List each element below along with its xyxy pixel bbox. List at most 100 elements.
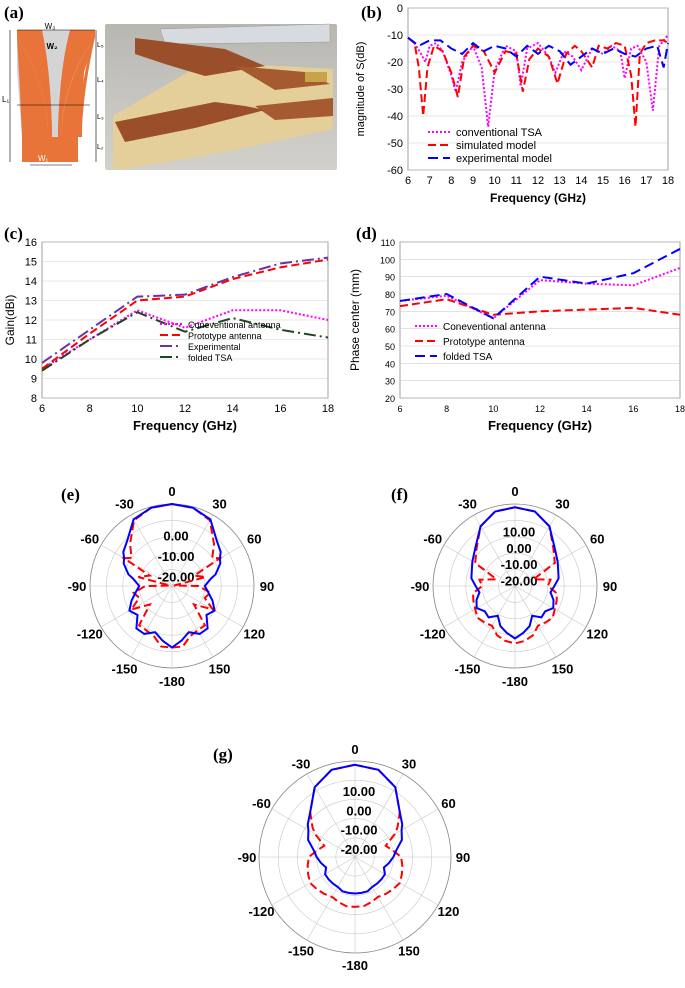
series-line-coneventional-antenna: [399, 267, 681, 320]
polar-spoke: [171, 585, 214, 658]
polar-angle-label: 60: [441, 796, 455, 811]
polar-angle-label: 0: [511, 484, 518, 499]
x-tick-label: 16: [619, 175, 631, 187]
polar-angle-label: 30: [402, 756, 416, 771]
polar-angle-label: -150: [454, 661, 480, 676]
series-line-conventional-tsa: [407, 34, 669, 127]
series-line-folded-tsa: [41, 311, 329, 372]
polar-ring-label: 10.00: [343, 784, 376, 799]
legend-label: Prototype antenna: [188, 331, 262, 341]
dim-l5: L₅: [97, 42, 104, 49]
y-tick-label: 11: [26, 335, 37, 347]
x-tick-label: 14: [575, 175, 587, 187]
copper-left-body: [17, 37, 78, 162]
phase-center-chart: 20 30 40 50 60 70 80 90 100 110 6 8 10 12 14 16 18 Freque…: [348, 238, 685, 433]
x-tick-label: 16: [628, 404, 638, 414]
series-line-folded-tsa: [399, 248, 681, 320]
x-tick-label: 15: [597, 175, 609, 187]
polar-angle-label: 150: [552, 661, 574, 676]
y-tick-label: 60: [385, 325, 395, 335]
polar-angle-label: 30: [212, 497, 226, 512]
panel-label-f: (f): [391, 485, 408, 504]
y-axis-label: Gain(dBi): [3, 295, 17, 346]
polar-ring-label: -20.00: [158, 570, 195, 585]
polar-ring-label: -10.00: [158, 549, 195, 564]
x-tick-label: 18: [675, 404, 685, 414]
polar-angle-label: -90: [411, 579, 430, 594]
x-tick-label: 8: [87, 403, 93, 415]
polar-spoke: [473, 585, 516, 658]
x-tick-label: 14: [582, 404, 592, 414]
x-tick-label: 10: [489, 175, 501, 187]
x-tick-label: 18: [662, 175, 674, 187]
polar-angle-label: 30: [555, 497, 569, 512]
polar-angle-label: -180: [342, 958, 368, 973]
x-tick-label: 13: [554, 175, 566, 187]
x-tick-label: 9: [470, 175, 476, 187]
polar-spoke: [171, 514, 214, 587]
panel-label-e: (e): [61, 485, 80, 504]
pattern-simulated: [471, 506, 559, 645]
polar-ring-label: 0.00: [506, 541, 531, 556]
polar-angle-label: -120: [248, 904, 274, 919]
copper-bottom-right: [255, 98, 333, 120]
copper-right-flare: [58, 30, 95, 137]
sma-connector: [305, 72, 327, 82]
polar-ring-label: 0.00: [346, 803, 371, 818]
panel-label-g: (g): [213, 745, 233, 764]
polar-angle-label: -120: [77, 627, 103, 642]
polar-angle-label: -90: [238, 850, 257, 865]
copper-top-right: [235, 66, 330, 90]
polar-ring-label: -10.00: [501, 557, 538, 572]
polar-angle-label: 120: [586, 627, 608, 642]
panel-label-b: (b): [361, 3, 382, 22]
pattern-measured: [122, 502, 222, 649]
y-tick-label: -60: [387, 165, 403, 177]
polar-spoke: [130, 585, 173, 658]
dim-l2: L₂: [97, 144, 104, 151]
x-tick-label: 7: [427, 175, 433, 187]
radiation-pattern-f: 0 30 60 90 120 150 -180 -150 -120 -90 -60 -30 10.00 0…: [411, 484, 618, 689]
polar-ring-label: 10.00: [503, 524, 536, 539]
y-tick-label: 110: [381, 238, 395, 248]
pattern-measured: [470, 506, 560, 640]
dim-w1: W₁: [38, 154, 49, 163]
y-tick-label: -20: [387, 57, 403, 69]
y-tick-label: 40: [385, 359, 395, 369]
x-tick-label: 6: [39, 403, 45, 415]
x-tick-label: 14: [227, 403, 239, 415]
legend-label: simulated model: [456, 140, 536, 152]
polar-spoke: [271, 808, 356, 858]
polar-spoke: [514, 585, 587, 628]
y-tick-label: -50: [387, 138, 403, 150]
polar-angle-label: 0: [351, 742, 358, 757]
polar-ring-label: 0.00: [163, 529, 188, 544]
polar-angle-label: 90: [603, 579, 617, 594]
series-line-coneventional-antenna: [41, 309, 329, 370]
polar-angle-label: -90: [68, 579, 87, 594]
antenna-schematic: W₃ W₂ W₁ L₁ L₅ L₄ L₃ L₂: [2, 22, 104, 166]
y-tick-label: 30: [385, 377, 395, 387]
polar-angle-label: 120: [243, 627, 265, 642]
polar-angle-label: -60: [423, 532, 442, 547]
y-tick-label: 8: [31, 393, 37, 405]
x-tick-label: 12: [532, 175, 544, 187]
polar-angle-label: -180: [159, 674, 185, 689]
polar-ring-label: -10.00: [341, 823, 378, 838]
x-tick-label: 10: [488, 404, 498, 414]
pattern-simulated: [306, 763, 404, 908]
x-tick-label: 17: [640, 175, 652, 187]
series-line-experimental-model: [407, 36, 669, 68]
y-tick-label: 16: [25, 237, 37, 249]
dim-l4: L₄: [97, 77, 104, 84]
polar-angle-label: 150: [209, 661, 231, 676]
y-axis-label: Phase center (mm): [348, 269, 362, 371]
dim-l1: L₁: [2, 95, 9, 104]
polar-angle-label: -180: [502, 674, 528, 689]
dim-w3: W₃: [45, 22, 56, 31]
y-tick-label: 13: [25, 296, 37, 308]
panel-label-a: (a): [4, 3, 24, 22]
radiation-pattern-g: 0 30 60 90 120 150 -180 -150 -120 -90 -60 -30 10.00 0…: [238, 742, 471, 973]
polar-angle-label: -30: [292, 756, 311, 771]
polar-angle-label: -120: [420, 627, 446, 642]
